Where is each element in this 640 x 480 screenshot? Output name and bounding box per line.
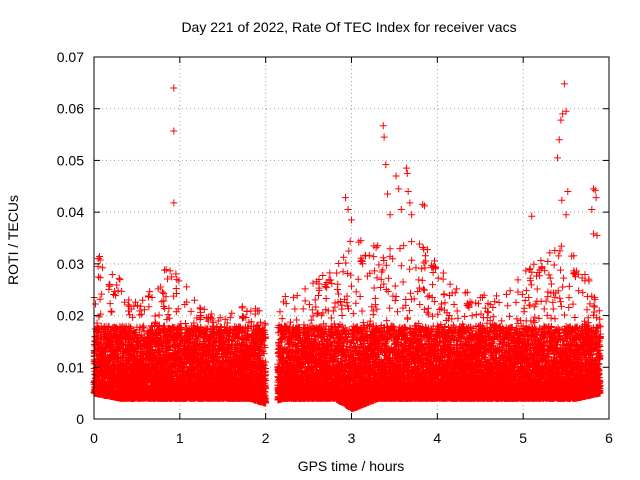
data-point xyxy=(96,295,104,303)
data-point xyxy=(243,307,251,315)
data-point xyxy=(191,296,199,304)
data-point xyxy=(182,320,190,328)
data-point xyxy=(94,338,102,346)
data-point xyxy=(172,270,180,278)
data-point xyxy=(145,303,153,311)
data-point xyxy=(166,267,174,275)
data-point xyxy=(97,310,105,318)
data-point xyxy=(106,300,114,308)
data-point xyxy=(162,266,170,274)
data-point xyxy=(96,274,104,282)
data-point xyxy=(164,311,172,319)
data-point xyxy=(99,264,107,272)
data-point xyxy=(183,283,191,291)
data-point xyxy=(113,281,121,289)
grid-lines xyxy=(94,57,609,419)
data-point xyxy=(107,307,115,315)
data-point xyxy=(226,314,234,322)
data-point xyxy=(159,288,167,296)
data-point xyxy=(165,304,173,312)
data-point xyxy=(151,318,159,326)
data-point xyxy=(144,292,152,300)
data-point xyxy=(151,312,159,320)
data-point xyxy=(112,292,120,300)
data-point xyxy=(115,274,123,282)
data-point xyxy=(187,307,195,315)
data-point xyxy=(105,282,113,290)
data-point xyxy=(98,290,106,298)
data-point xyxy=(118,287,126,295)
data-point xyxy=(238,303,246,311)
data-point xyxy=(108,308,116,316)
data-point xyxy=(95,273,103,281)
data-point xyxy=(148,294,156,302)
data-point xyxy=(161,266,169,274)
data-point xyxy=(158,298,166,306)
chart-title: Day 221 of 2022, Rate Of TEC Index for r… xyxy=(181,19,516,35)
data-point xyxy=(95,329,103,337)
data-point xyxy=(200,305,208,313)
data-point xyxy=(96,256,104,264)
data-point xyxy=(105,322,113,330)
data-point xyxy=(197,308,205,316)
data-point xyxy=(137,302,145,310)
data-point xyxy=(155,311,163,319)
data-point xyxy=(108,270,116,278)
data-point xyxy=(96,252,104,260)
data-point xyxy=(91,300,99,308)
data-point xyxy=(116,276,124,284)
data-point xyxy=(196,304,204,312)
data-point xyxy=(238,312,246,320)
data-point xyxy=(146,288,154,296)
data-point xyxy=(139,296,147,304)
data-points xyxy=(90,80,604,413)
